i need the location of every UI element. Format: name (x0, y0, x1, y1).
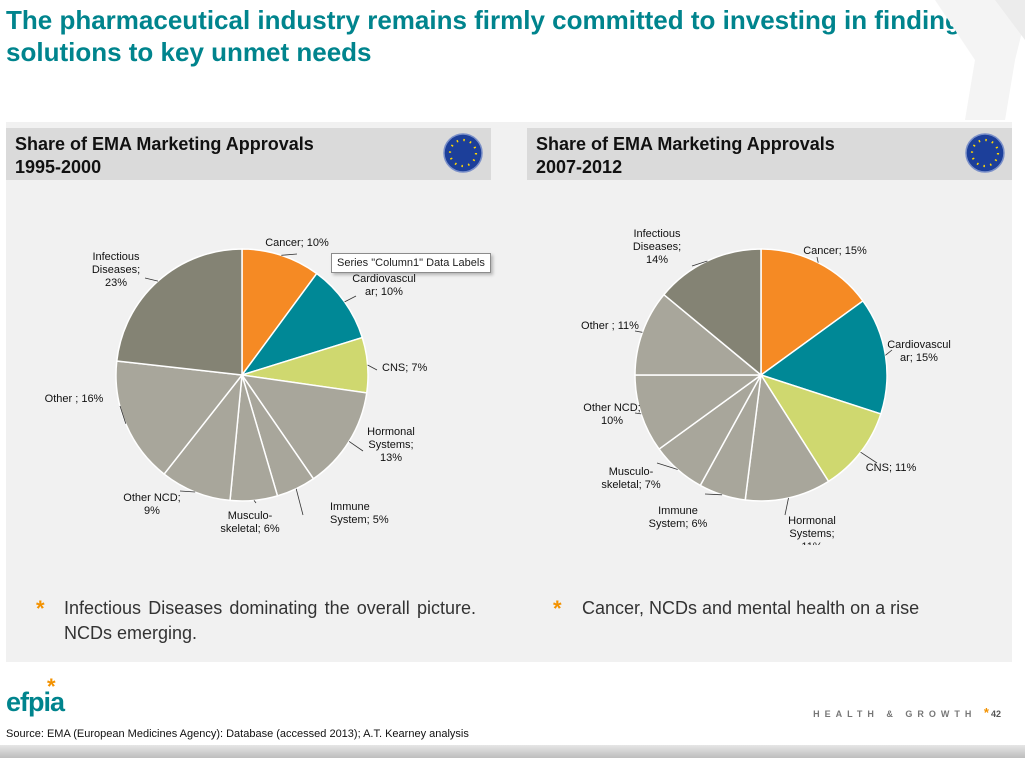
bottom-bar (0, 745, 1025, 758)
pie-slice-cns (759, 373, 882, 483)
leader-line (634, 412, 642, 415)
leader-line (784, 497, 789, 516)
chart-header-1995-2000: Share of EMA Marketing Approvals 1995-20… (6, 128, 491, 180)
page-number: 42 (990, 709, 1001, 719)
data-label: CNS; 11% (866, 462, 917, 474)
bullet-star-icon: * (553, 596, 562, 621)
leader-line (281, 253, 298, 256)
data-label: Other ; 16% (45, 393, 104, 405)
data-label: Cardiovascul ar; 15% (887, 339, 951, 364)
pie-slice-cancer (760, 248, 864, 377)
bullet-left: * Infectious Diseases dominating the ove… (36, 596, 476, 646)
pie-slice-other-ncd (634, 374, 764, 451)
chart-period: 2007-2012 (536, 157, 623, 177)
data-label: Infectious Diseases; 23% (92, 251, 140, 289)
eu-flag-icon (443, 133, 483, 173)
chart-period: 1995-2000 (15, 157, 102, 177)
footer-star-icon: * (983, 705, 989, 720)
data-label: Cancer; 10% (265, 237, 329, 249)
logo-star-icon: * (47, 674, 56, 699)
pie-chart-2007-2012: Cancer; 15% Cardiovascul ar; 15% CNS; 11% Ho… (581, 228, 951, 545)
pie-chart-1995-2000: Cancer; 10% Cardiovascul ar; 10% CNS; 7% Hor… (45, 237, 428, 535)
pie-slice-cancer (241, 248, 318, 378)
leader-line (144, 277, 159, 282)
leader-line (885, 349, 893, 356)
leader-line (367, 364, 378, 371)
pie-slice-cardiovascular (759, 299, 888, 415)
bullet-text: Infectious Diseases dominating the overa… (64, 598, 476, 643)
eu-flag-icon (965, 133, 1005, 173)
leader-line (348, 441, 364, 452)
leader-line (634, 330, 643, 333)
data-label: Hormonal Systems; 13% (367, 426, 415, 464)
chart-title: Share of EMA Marketing Approvals (15, 134, 314, 154)
data-label: CNS; 7% (382, 362, 427, 374)
data-label: Musculo-skeletal; 6% (220, 510, 280, 535)
efpia-logo: efpia * (6, 674, 76, 720)
data-label: Other NCD; 9% (123, 492, 180, 517)
pie-slice-hormonal-systems (240, 374, 368, 480)
slide-title: The pharmaceutical industry remains firm… (6, 5, 961, 67)
leader-line (119, 405, 127, 424)
leader-line (344, 295, 357, 303)
bullet-star-icon: * (36, 596, 45, 621)
data-label: Immune System; 5% (330, 501, 389, 526)
data-label: Other NCD; 10% (583, 402, 640, 427)
leader-line (253, 500, 257, 504)
chart-title: Share of EMA Marketing Approvals (536, 134, 835, 154)
data-label: Cardiovascul ar; 10% (352, 273, 416, 298)
pie-slice-cardiovascular (240, 272, 364, 377)
leader-line (691, 260, 708, 267)
data-label: Other ; 11% (581, 320, 639, 332)
footer-tag-text: HEALTH & GROWTH (813, 709, 977, 719)
leader-line (860, 451, 878, 464)
decorative-asterisk-icon (935, 0, 1025, 120)
leader-line (816, 256, 819, 263)
logo-text: efpia (6, 687, 65, 717)
leader-line (704, 493, 723, 496)
data-label: Cancer; 15% (803, 245, 867, 257)
leader-line (179, 490, 196, 493)
chart-header-2007-2012: Share of EMA Marketing Approvals 2007-20… (527, 128, 1012, 180)
footer-tagline: HEALTH & GROWTH * 42 (813, 705, 1001, 720)
pie-slice-other (634, 293, 764, 376)
data-label: Immune System; 6% (649, 505, 708, 530)
data-label: Infectious Diseases; 14% (633, 228, 681, 266)
data-labels-tooltip: Series "Column1" Data Labels (331, 253, 491, 273)
leader-line (656, 462, 678, 470)
pie-slice-hormonal-systems (744, 372, 830, 502)
bullet-text: Cancer, NCDs and mental health on a rise (582, 598, 920, 618)
source-note: Source: EMA (European Medicines Agency):… (6, 728, 469, 740)
bullet-right: * Cancer, NCDs and mental health on a ri… (553, 596, 993, 621)
leader-line (295, 488, 304, 516)
data-label: Musculo-skeletal; 7% (601, 466, 661, 491)
